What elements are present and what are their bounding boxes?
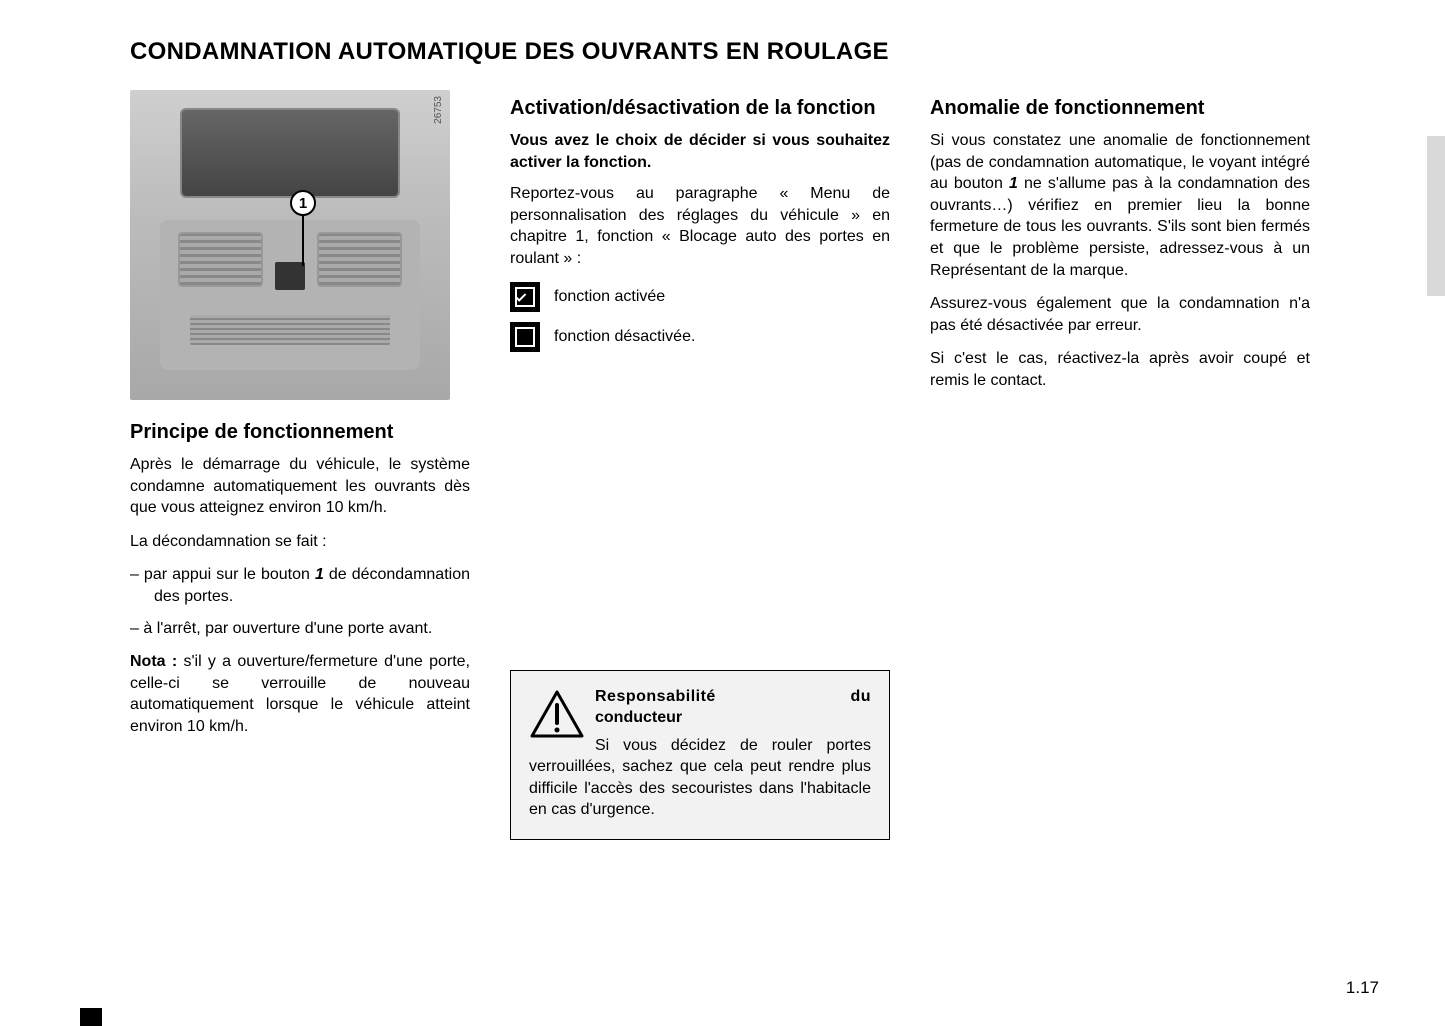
image-reference-number: 26753 — [433, 96, 444, 124]
option-deactivated-label: fonction désactivée. — [554, 328, 695, 346]
checkbox-checked-icon — [510, 282, 540, 312]
vent-right — [317, 232, 402, 287]
option-activated-row: fonction activée — [510, 282, 890, 312]
chapter-tab — [1427, 136, 1445, 296]
radio-slot — [190, 315, 390, 345]
callout-label-1: 1 — [290, 190, 316, 216]
dashboard-console — [160, 220, 420, 370]
warning-body: Si vous décidez de rouler portes verroui… — [529, 735, 871, 821]
nota-paragraph: Nota : s'il y a ouverture/fermeture d'un… — [130, 651, 470, 737]
lock-button-graphic — [275, 262, 305, 290]
section-heading-anomaly: Anomalie de fonctionnement — [930, 96, 1310, 120]
vent-left — [178, 232, 263, 287]
section-heading-principle: Principe de fonctionnement — [130, 420, 470, 444]
page-title: CONDAMNATION AUTOMATIQUE DES OUVRANTS EN… — [130, 38, 1375, 66]
columns: 26753 1 Principe de fonctionnement Après… — [130, 90, 1375, 920]
dashboard-illustration: 26753 1 — [130, 90, 450, 400]
callout-line — [302, 216, 304, 266]
column-1: 26753 1 Principe de fonctionnement Après… — [130, 90, 470, 920]
dashboard-screen — [180, 108, 400, 198]
checkbox-unchecked-icon — [510, 322, 540, 352]
manual-page: CONDAMNATION AUTOMATIQUE DES OUVRANTS EN… — [0, 0, 1445, 1026]
principle-paragraph-1: Après le démarrage du véhicule, le systè… — [130, 454, 470, 519]
section-heading-activation: Activation/désactivation de la fonction — [510, 96, 890, 120]
activation-subheading: Vous avez le choix de décider si vous so… — [510, 130, 890, 173]
list-item: à l'arrêt, par ouverture d'une porte ava… — [130, 618, 470, 640]
option-activated-label: fonction activée — [554, 288, 665, 306]
page-number: 1.17 — [1346, 978, 1379, 998]
warning-triangle-icon — [529, 689, 585, 739]
anomaly-paragraph-2: Assurez-vous également que la condamnati… — [930, 293, 1310, 336]
principle-paragraph-2: La décondamnation se fait : — [130, 531, 470, 553]
unlock-conditions-list: par appui sur le bouton 1 de décondamnat… — [130, 564, 470, 639]
nota-label: Nota : — [130, 653, 177, 670]
anomaly-paragraph-1: Si vous constatez une anomalie de foncti… — [930, 130, 1310, 281]
activation-paragraph: Reportez-vous au paragraphe « Menu de pe… — [510, 183, 890, 269]
column-2: Activation/désactivation de la fonction … — [510, 90, 890, 920]
column-3: Anomalie de fonctionnement Si vous const… — [930, 90, 1310, 920]
list-item: par appui sur le bouton 1 de décondamnat… — [130, 564, 470, 607]
corner-mark — [80, 1008, 102, 1026]
anomaly-paragraph-3: Si c'est le cas, réactivez-la après avoi… — [930, 348, 1310, 391]
warning-box: Responsabilité du conducteur Si vous déc… — [510, 670, 890, 840]
option-deactivated-row: fonction désactivée. — [510, 322, 890, 352]
